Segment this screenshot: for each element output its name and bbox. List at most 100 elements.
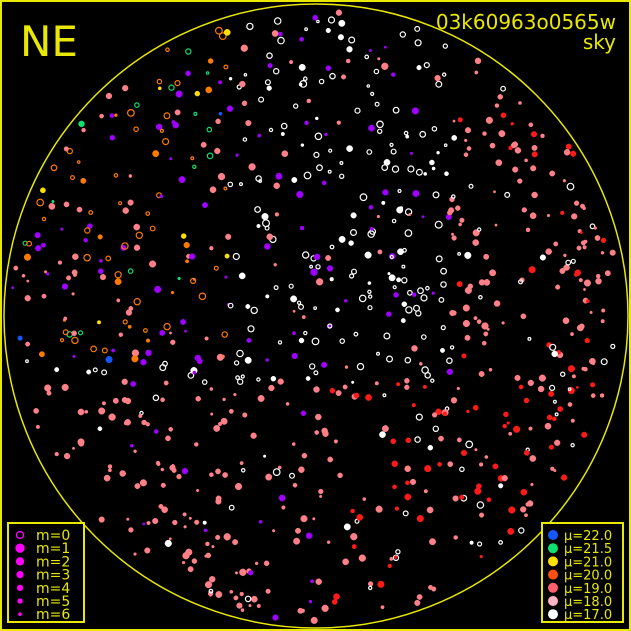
star-marker: [318, 488, 324, 495]
star-marker: [504, 191, 511, 198]
star-marker: [101, 401, 106, 406]
star-field: [11, 9, 616, 624]
star-marker: [420, 334, 427, 340]
star-marker: [310, 616, 318, 624]
star-marker: [411, 107, 419, 115]
star-marker: [263, 454, 267, 458]
star-marker: [574, 269, 582, 276]
star-marker: [289, 60, 294, 65]
star-marker: [351, 268, 358, 275]
star-marker: [422, 384, 427, 389]
star-marker: [570, 443, 575, 448]
star-marker: [427, 444, 434, 451]
star-marker: [565, 259, 572, 266]
star-marker: [213, 265, 219, 271]
star-marker: [215, 468, 221, 475]
star-marker: [523, 450, 530, 456]
star-marker: [71, 336, 79, 345]
star-marker: [126, 517, 130, 521]
star-marker: [300, 143, 305, 147]
star-marker: [121, 378, 128, 385]
star-marker: [514, 374, 521, 381]
star-marker: [262, 219, 271, 228]
star-marker: [567, 387, 575, 395]
star-marker: [258, 519, 263, 524]
star-marker: [162, 360, 168, 367]
star-marker: [404, 465, 411, 473]
star-marker: [316, 19, 320, 24]
star-marker: [239, 182, 244, 187]
star-marker: [97, 234, 103, 240]
star-marker: [452, 495, 459, 502]
star-marker: [580, 240, 586, 246]
star-marker: [189, 253, 196, 260]
star-marker: [225, 233, 232, 240]
star-marker: [390, 148, 397, 155]
star-marker: [548, 390, 555, 397]
star-marker: [33, 408, 39, 414]
star-marker: [463, 152, 469, 158]
star-marker: [386, 311, 392, 317]
star-marker: [528, 426, 533, 431]
star-marker: [440, 325, 446, 331]
star-marker: [364, 251, 372, 259]
star-marker: [557, 406, 564, 412]
star-marker: [415, 168, 423, 176]
star-marker: [414, 436, 421, 443]
star-marker: [192, 164, 197, 169]
star-marker: [482, 131, 487, 136]
star-marker: [99, 259, 103, 263]
star-marker: [201, 379, 208, 385]
star-marker: [420, 294, 428, 302]
star-marker: [281, 150, 289, 158]
star-marker: [386, 355, 394, 363]
star-marker: [473, 316, 478, 321]
star-marker: [218, 111, 223, 116]
star-marker: [414, 25, 421, 32]
star-marker: [119, 470, 126, 477]
star-marker: [446, 368, 453, 375]
star-marker: [375, 505, 383, 513]
star-marker: [431, 166, 436, 171]
star-marker: [180, 233, 187, 239]
star-marker: [388, 274, 396, 282]
star-marker: [512, 166, 519, 173]
magnitude-legend-label: m=2: [36, 554, 70, 570]
star-marker: [50, 164, 58, 172]
star-marker: [364, 54, 370, 60]
star-marker: [483, 253, 490, 260]
star-marker: [544, 422, 552, 430]
star-marker: [152, 150, 160, 158]
star-marker: [298, 466, 305, 473]
star-marker: [263, 560, 270, 567]
star-marker: [366, 149, 373, 155]
star-marker: [389, 142, 394, 147]
star-marker: [409, 478, 417, 485]
star-marker: [26, 240, 33, 247]
star-marker: [407, 165, 415, 173]
star-marker: [299, 225, 305, 231]
star-marker: [244, 356, 252, 364]
star-marker: [139, 479, 147, 487]
star-marker: [391, 165, 400, 173]
star-marker: [290, 295, 298, 303]
star-marker: [63, 452, 71, 460]
star-marker: [168, 537, 172, 541]
star-marker: [458, 222, 462, 227]
star-marker: [61, 383, 69, 391]
star-marker: [418, 361, 423, 366]
star-marker: [502, 423, 507, 429]
star-marker: [116, 298, 121, 303]
star-marker: [486, 497, 492, 503]
star-marker: [381, 200, 386, 205]
star-marker: [579, 231, 583, 235]
star-marker: [11, 286, 15, 290]
star-marker: [581, 366, 586, 371]
star-marker: [171, 463, 175, 468]
star-marker: [217, 172, 226, 181]
star-marker: [527, 336, 532, 341]
star-marker: [266, 52, 273, 60]
star-marker: [560, 210, 565, 216]
brightness-legend-label: μ=22.0: [564, 529, 612, 544]
star-marker: [498, 540, 504, 545]
